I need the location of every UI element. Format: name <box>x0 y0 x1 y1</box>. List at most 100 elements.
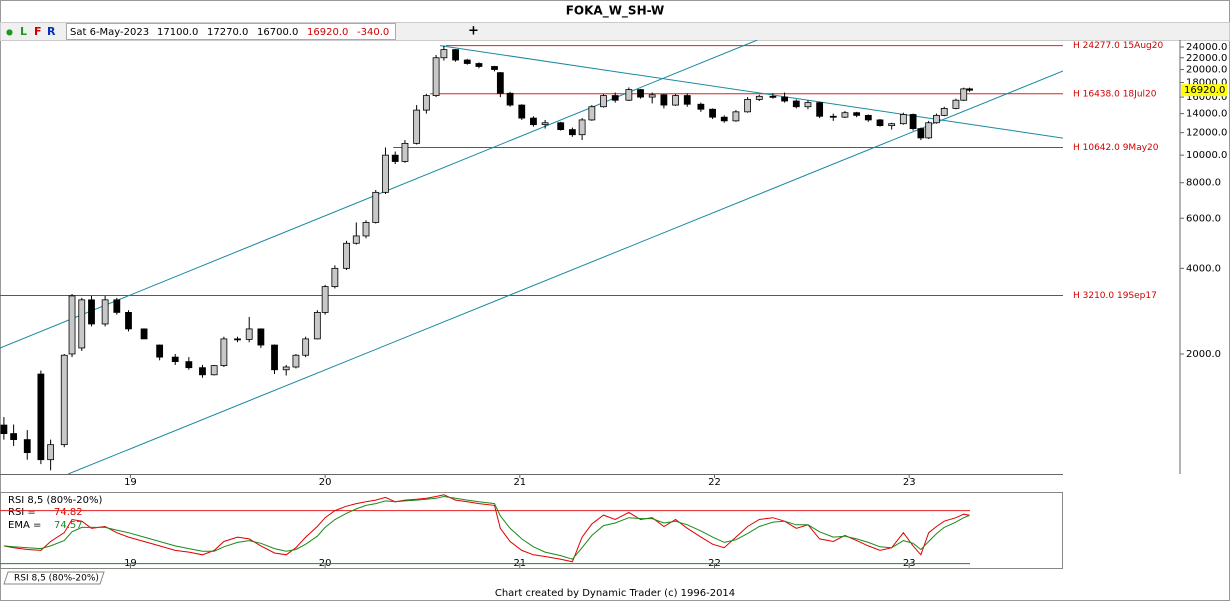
candle-body <box>475 63 483 67</box>
candle-body <box>697 103 705 110</box>
candle-body <box>463 59 471 64</box>
candle-body <box>452 49 459 61</box>
trend-line <box>67 70 1063 474</box>
x-tick-label: 19 <box>124 477 137 488</box>
quote-high: 17270.0 <box>207 27 248 38</box>
candle-body <box>611 95 619 101</box>
candle-body <box>372 191 380 223</box>
legend-label: RSI = <box>8 507 36 518</box>
status-dot: ● <box>6 28 13 37</box>
y-tick-label: 14000.0 <box>1186 109 1227 120</box>
quote-change: -340.0 <box>357 27 389 38</box>
rsi-line <box>3 495 970 560</box>
candle-body <box>933 114 940 124</box>
candle-body <box>23 439 31 454</box>
candle-body <box>518 104 526 119</box>
level-label: H 16438.0 18Jul20 <box>1073 89 1157 99</box>
candle-body <box>744 99 752 113</box>
candle-body <box>940 108 948 116</box>
candle-body <box>185 361 193 369</box>
candle-body <box>792 100 800 108</box>
candle-body <box>709 108 716 118</box>
rsi-pane <box>0 492 1063 569</box>
candle-body <box>755 95 763 100</box>
candle-body <box>331 267 339 288</box>
candle-body <box>853 112 861 116</box>
candle-body <box>960 88 968 101</box>
candle-body <box>0 424 8 434</box>
candle-body <box>672 95 679 106</box>
pane-tab-label[interactable]: RSI 8,5 (80%-20%) <box>14 574 99 584</box>
candle-body <box>47 444 55 461</box>
candle-body <box>781 96 788 102</box>
quote-close: 16920.0 <box>307 27 348 38</box>
y-tick-label: 18000.0 <box>1186 78 1227 89</box>
candle-body <box>506 92 514 106</box>
candle-body <box>732 111 740 122</box>
candle-body <box>220 338 228 367</box>
candle-body <box>769 95 777 98</box>
candle-body <box>321 286 329 313</box>
candle-body <box>876 119 884 127</box>
candle-body <box>888 123 896 127</box>
candle-body <box>78 299 86 349</box>
candle-body <box>401 142 409 162</box>
candle-body <box>113 299 121 313</box>
candle-body <box>588 106 596 121</box>
candle-body <box>952 99 960 109</box>
candle-body <box>557 122 565 130</box>
candle-body <box>210 365 218 376</box>
candle-body <box>600 95 607 108</box>
quote-low: 16700.0 <box>257 27 298 38</box>
y-tick-label: 12000.0 <box>1186 128 1227 139</box>
toolbar-button[interactable]: R <box>47 25 56 38</box>
candle-body <box>496 72 504 94</box>
candle-body <box>568 129 576 136</box>
candle-body <box>625 89 633 101</box>
candle-body <box>88 299 95 325</box>
candle-body <box>171 356 179 363</box>
quote-open: 17100.0 <box>157 27 198 38</box>
candle-body <box>292 354 300 368</box>
candle-body <box>245 328 253 340</box>
candle-body <box>156 344 164 358</box>
candle-body <box>899 114 907 125</box>
toolbar-button[interactable]: L <box>20 25 27 38</box>
candle-body <box>313 312 321 340</box>
toolbar-button[interactable]: F <box>34 25 42 38</box>
quote-box <box>66 23 396 40</box>
candle-body <box>966 88 973 91</box>
candle-body <box>530 117 537 126</box>
pane-tab[interactable] <box>3 571 105 585</box>
candle-body <box>271 344 278 371</box>
chart-title: FOKA_W_SH-W <box>566 4 665 19</box>
candle-body <box>660 94 668 106</box>
price-tag <box>1181 84 1227 97</box>
rsi-line <box>3 494 970 563</box>
add-button[interactable]: + <box>468 24 479 39</box>
candle-body <box>282 366 290 371</box>
legend-label: EMA = <box>8 520 41 531</box>
candle-body <box>917 128 925 139</box>
candle-body <box>37 373 45 461</box>
candle-body <box>864 114 872 121</box>
price-tag-label: 16920.0 <box>1184 85 1225 96</box>
candle-body <box>491 66 498 70</box>
footer: Chart created by Dynamic Trader (c) 1996… <box>495 588 735 599</box>
y-tick-label: 2000.0 <box>1186 349 1221 360</box>
candle-body <box>440 49 448 59</box>
y-tick-label: 10000.0 <box>1186 150 1227 161</box>
candle-body <box>816 102 824 117</box>
candle-body <box>101 299 109 325</box>
level-label: H 24277.0 15Aug20 <box>1073 41 1163 51</box>
x-tick-label: 23 <box>903 477 916 488</box>
candle-body <box>648 94 656 98</box>
x-tick-label: 21 <box>513 477 526 488</box>
candle-body <box>234 338 241 341</box>
candle-body <box>422 95 430 111</box>
rsi-value: 74.82 <box>54 507 83 518</box>
quote-date: Sat 6-May-2023 <box>70 27 149 38</box>
candle-body <box>804 102 812 108</box>
candle-body <box>909 114 917 129</box>
